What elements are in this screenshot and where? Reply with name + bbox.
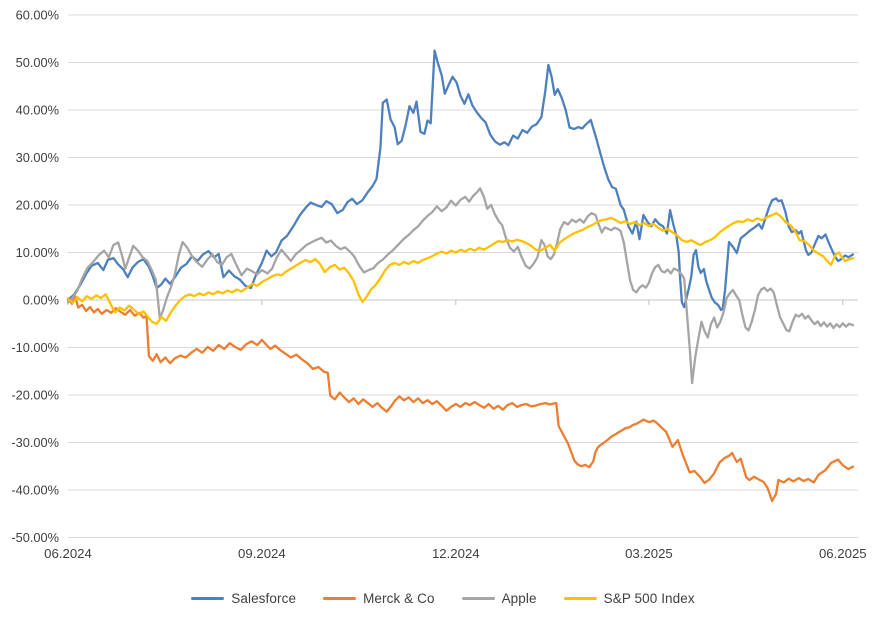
series-line-salesforce (66, 49, 855, 312)
x-axis-label: 12.2024 (432, 546, 480, 561)
legend-label: S&P 500 Index (603, 591, 695, 606)
y-axis-label: -10.00% (11, 340, 59, 355)
legend-swatch-s-p-500-index (563, 596, 597, 601)
y-axis-label: 60.00% (16, 8, 59, 23)
legend-item-apple: Apple (461, 591, 537, 606)
series-line-merck-co (66, 295, 855, 503)
y-axis-label: 10.00% (16, 245, 59, 260)
gridlines (68, 14, 858, 538)
x-axis-label: 03.2025 (625, 546, 673, 561)
y-axis-label: 40.00% (16, 103, 59, 118)
series-line-apple (66, 187, 855, 385)
y-axis-label: 50.00% (16, 55, 59, 70)
x-axis: 06.2024 09.2024 12.2024 03.2025 06.2025 (44, 300, 867, 561)
legend-item-s-p-500-index: S&P 500 Index (563, 591, 695, 606)
legend-label: Apple (501, 591, 537, 606)
legend-item-merck-co: Merck & Co (323, 591, 435, 606)
y-axis-label: 0.00% (23, 293, 59, 308)
y-axis-label: 30.00% (16, 150, 59, 165)
series-line-s-p-500-index (66, 211, 855, 325)
y-axis-label: 20.00% (16, 198, 59, 213)
legend-swatch-merck-co (323, 596, 357, 601)
y-axis-label: -30.00% (11, 435, 59, 450)
series-lines (66, 49, 855, 503)
y-axis-label: -40.00% (11, 483, 59, 498)
legend-swatch-apple (461, 596, 495, 601)
legend-item-salesforce: Salesforce (191, 591, 296, 606)
legend-label: Merck & Co (363, 591, 435, 606)
legend-label: Salesforce (231, 591, 297, 606)
legend: Salesforce Merck & Co Apple S&P 500 Index (0, 591, 886, 606)
y-axis-label: -20.00% (11, 388, 59, 403)
x-axis-label: 09.2024 (238, 546, 286, 561)
x-axis-label: 06.2024 (44, 546, 92, 561)
performance-line-chart: 60.00% 50.00% 40.00% 30.00% 20.00% 10.00% 0.00… (11, 8, 867, 562)
x-axis-label: 06.2025 (819, 546, 867, 561)
y-axis-label: -50.00% (11, 530, 59, 545)
legend-swatch-salesforce (191, 596, 225, 601)
y-axis: 60.00% 50.00% 40.00% 30.00% 20.00% 10.00% 0.00… (11, 8, 59, 546)
